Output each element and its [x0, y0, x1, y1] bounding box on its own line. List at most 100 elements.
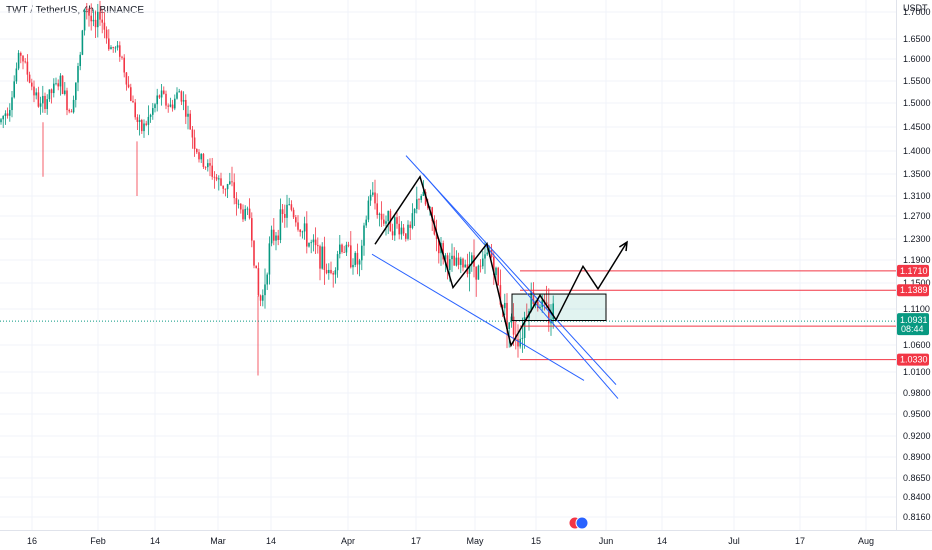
candle-body — [180, 91, 183, 102]
candle — [211, 157, 213, 180]
time-tick-label: Apr — [341, 536, 355, 546]
candle — [75, 82, 77, 108]
candle-body — [270, 229, 273, 244]
candle — [171, 99, 174, 112]
candle — [405, 233, 407, 242]
candle — [464, 259, 466, 268]
price-level-tag[interactable]: 1.1710 — [897, 264, 929, 277]
candle-body — [504, 302, 506, 309]
candle-body — [42, 95, 44, 104]
candle-body — [11, 97, 13, 111]
price-axis[interactable]: 1.7000 1.6500 1.6000 1.5500 1.5000 1.4500 1.40… — [896, 0, 931, 530]
time-axis[interactable]: 16 Feb 14 Mar 14 Apr 17 May 15 Jun 14 Jul 17 Aug — [0, 516, 932, 546]
candle — [169, 97, 172, 108]
price-level-tag[interactable]: 1.1389 — [897, 284, 929, 297]
price-level-tag-label: 1.1710 — [900, 266, 928, 276]
price-tick-label: 1.1900 — [903, 255, 931, 265]
candle-body — [174, 98, 176, 109]
candle-body — [94, 19, 97, 28]
candle — [103, 12, 106, 39]
price-level-tag[interactable]: 1.0330 — [897, 353, 929, 366]
price-level-tag-bg — [897, 264, 929, 277]
candle-body — [363, 225, 365, 246]
channel-trend-line[interactable] — [371, 253, 585, 381]
candle-body — [435, 234, 438, 239]
projection-zigzag[interactable] — [374, 175, 628, 348]
candle — [273, 218, 275, 246]
candle — [207, 159, 209, 172]
candle — [189, 110, 191, 130]
candle — [402, 224, 405, 236]
candle-body — [532, 291, 535, 305]
candle-body — [323, 246, 326, 271]
events-icon[interactable] — [568, 516, 589, 530]
candle — [141, 118, 143, 134]
candle — [235, 192, 238, 216]
candle-body — [358, 260, 361, 265]
annotations[interactable] — [0, 155, 898, 399]
candle — [33, 80, 35, 103]
time-tick-label: 15 — [531, 536, 541, 546]
candle-body — [264, 284, 266, 296]
candle-body — [169, 104, 172, 107]
candle-body — [24, 61, 26, 63]
candle-body — [330, 269, 332, 274]
candle — [372, 182, 374, 197]
candle-body — [200, 153, 202, 160]
candle-body — [121, 56, 123, 58]
candle-body — [380, 213, 383, 220]
candle — [328, 263, 330, 280]
target-box[interactable] — [511, 293, 607, 322]
candle — [185, 94, 187, 125]
candle-body — [420, 195, 422, 200]
candle — [383, 213, 385, 227]
candle — [119, 41, 121, 62]
candle-body — [471, 255, 473, 265]
candle — [31, 78, 33, 91]
candle-body — [81, 30, 84, 55]
candle — [101, 9, 103, 34]
candle — [270, 225, 273, 247]
candle — [22, 55, 24, 70]
price-tick-label: 1.2300 — [903, 234, 931, 244]
candle-body — [400, 227, 403, 235]
candle-body — [468, 264, 471, 274]
candle-body — [301, 231, 304, 233]
price-tick-label: 1.5500 — [903, 76, 931, 86]
candle — [130, 83, 132, 102]
candle-body — [55, 83, 57, 85]
candle — [20, 51, 22, 64]
channel-trend-line[interactable] — [422, 173, 619, 399]
candle-body — [281, 209, 284, 215]
candle — [409, 221, 411, 241]
candle — [196, 148, 198, 155]
candle-body — [240, 203, 242, 210]
candle-body — [211, 165, 213, 177]
candle — [174, 94, 176, 111]
candle — [233, 173, 235, 205]
candle-body — [235, 198, 238, 205]
candle-body — [39, 103, 42, 107]
candle — [479, 259, 482, 273]
candle — [165, 90, 167, 110]
candle-body — [207, 163, 209, 168]
candle — [178, 88, 180, 93]
candle-body — [127, 84, 130, 88]
candle — [246, 206, 249, 216]
price-tick-label: 1.5000 — [903, 98, 931, 108]
candle-body — [508, 322, 510, 329]
candle — [358, 258, 361, 277]
candle-body — [176, 92, 178, 99]
last-price-countdown: 08:44 — [901, 324, 924, 334]
candle-body — [449, 259, 451, 271]
candle — [180, 90, 183, 106]
candle — [2, 115, 4, 129]
candle — [497, 266, 499, 286]
candle-body — [222, 185, 224, 189]
candle — [400, 221, 403, 240]
candle-body — [79, 54, 81, 67]
candle-body — [220, 178, 222, 186]
candle — [198, 149, 200, 163]
